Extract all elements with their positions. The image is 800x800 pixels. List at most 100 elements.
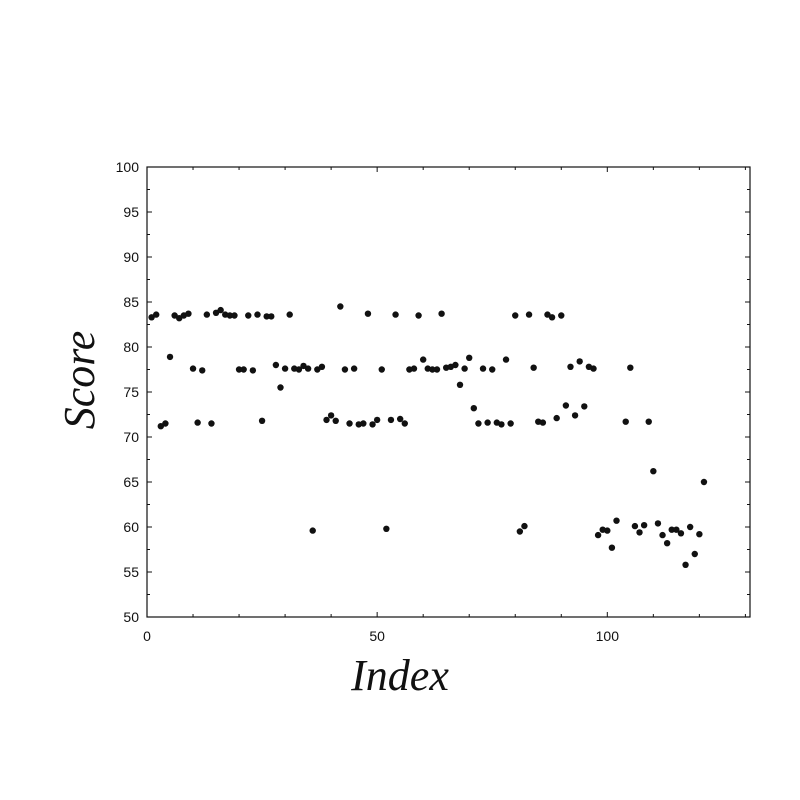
data-point	[369, 421, 376, 428]
y-tick-label: 90	[123, 249, 139, 265]
data-point	[387, 416, 395, 424]
data-point	[594, 531, 602, 539]
data-point	[281, 365, 289, 372]
data-point	[627, 364, 634, 371]
data-point	[341, 366, 349, 373]
data-point	[429, 366, 436, 373]
data-point	[659, 531, 666, 539]
data-point	[470, 405, 478, 412]
axis-ticks	[146, 166, 750, 618]
data-point	[295, 366, 303, 373]
data-point	[249, 367, 257, 374]
data-point	[498, 421, 505, 428]
data-point	[189, 365, 197, 372]
data-point	[645, 418, 652, 425]
data-point	[700, 478, 708, 486]
data-point	[235, 366, 243, 373]
data-point	[608, 544, 616, 551]
data-point	[383, 525, 390, 532]
data-point	[562, 402, 570, 409]
data-point	[332, 417, 339, 424]
x-tick-label: 0	[143, 628, 151, 644]
data-point	[438, 310, 445, 317]
x-axis-title: Index	[350, 651, 449, 700]
data-point	[226, 312, 234, 319]
data-point	[415, 312, 422, 319]
y-tick-label: 70	[123, 429, 139, 445]
data-point	[364, 310, 372, 317]
data-point	[373, 416, 381, 424]
data-point	[304, 365, 312, 372]
data-point	[461, 365, 468, 372]
data-point	[673, 526, 680, 533]
data-point	[185, 310, 192, 317]
data-point	[567, 363, 574, 370]
y-tick-label: 75	[123, 384, 139, 400]
data-point	[203, 311, 211, 318]
data-point	[696, 531, 703, 538]
data-point	[208, 420, 215, 427]
data-point	[686, 523, 694, 531]
data-point	[263, 313, 270, 320]
data-point	[571, 412, 579, 419]
data-point	[484, 419, 491, 426]
data-point	[466, 354, 473, 361]
data-point	[553, 414, 560, 422]
data-point	[162, 420, 169, 427]
data-point	[590, 365, 597, 372]
data-point	[654, 520, 662, 527]
data-point	[217, 306, 224, 314]
data-point	[640, 522, 648, 529]
data-point	[636, 529, 643, 536]
data-point	[677, 530, 685, 537]
data-point	[268, 313, 275, 320]
plot-frame	[146, 166, 751, 618]
data-point	[350, 365, 358, 372]
data-point	[539, 419, 547, 426]
data-point	[682, 561, 689, 568]
data-point	[277, 384, 284, 391]
data-point	[153, 311, 160, 318]
data-point	[516, 528, 524, 535]
data-point	[360, 420, 367, 427]
data-point	[327, 412, 335, 419]
data-point	[309, 527, 316, 534]
data-point	[479, 365, 487, 372]
data-point	[378, 366, 385, 373]
data-point	[199, 367, 206, 374]
x-tick-label: 100	[596, 628, 620, 644]
data-point	[166, 353, 174, 361]
data-point	[318, 363, 326, 370]
data-point	[691, 550, 698, 558]
data-point	[433, 366, 441, 373]
data-point	[489, 366, 496, 373]
data-point	[525, 311, 533, 318]
data-point	[346, 420, 353, 427]
data-point	[581, 403, 588, 410]
data-point	[323, 416, 330, 424]
data-point	[240, 366, 247, 373]
data-point	[521, 522, 528, 530]
data-point	[396, 415, 404, 423]
data-point	[401, 420, 408, 427]
data-point	[512, 312, 519, 319]
data-point	[548, 314, 556, 321]
y-tick-label: 85	[123, 294, 139, 310]
y-tick-label: 80	[123, 339, 139, 355]
data-point	[194, 419, 201, 426]
data-point	[452, 361, 459, 369]
data-point	[604, 527, 611, 534]
y-tick-label: 65	[123, 474, 139, 490]
y-axis-title: Score	[55, 331, 104, 430]
y-tick-label: 95	[123, 204, 139, 220]
data-point	[245, 312, 252, 319]
y-tick-label: 55	[123, 564, 139, 580]
data-point	[576, 358, 583, 365]
data-point	[507, 420, 514, 427]
data-point	[530, 364, 537, 371]
data-points	[148, 303, 708, 568]
data-point	[613, 517, 620, 524]
data-point	[258, 417, 266, 424]
